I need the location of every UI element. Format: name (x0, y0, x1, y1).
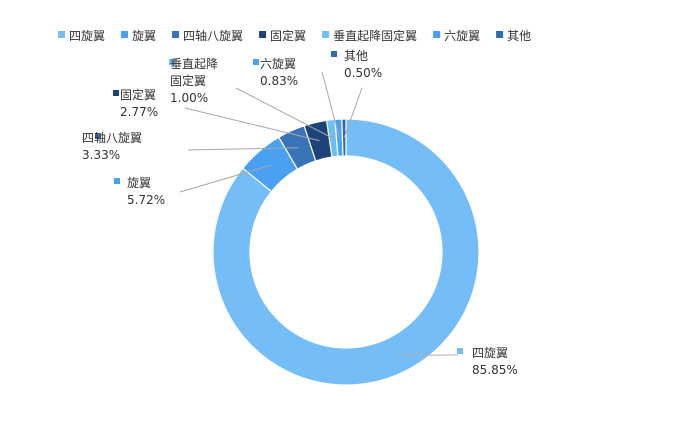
legend-swatch (58, 31, 65, 38)
legend-label: 垂直起降固定翼 (333, 28, 417, 43)
callout-name: 固定翼 (120, 87, 156, 102)
callout-name: 其他 (344, 49, 368, 63)
callout-swatch (331, 51, 337, 57)
callout-0: 四旋翼 85.85% (395, 346, 518, 377)
legend-label: 旋翼 (132, 29, 156, 43)
legend-label: 固定翼 (270, 28, 306, 43)
legend-item-6[interactable]: 其他 (496, 29, 531, 43)
callout-1: 旋翼 5.72% (114, 164, 272, 207)
legend-swatch (496, 31, 504, 38)
legend-swatch (172, 31, 180, 38)
leader-line (184, 107, 320, 142)
callout-swatch (457, 348, 463, 354)
legend-label: 其他 (507, 29, 531, 43)
legend-swatch (322, 31, 330, 38)
callout-value: 1.00% (170, 91, 208, 105)
legend-item-5[interactable]: 六旋翼 (433, 29, 480, 43)
callout-6: 其他 0.50% (331, 49, 382, 138)
leader-line (187, 147, 299, 151)
legend-label: 四轴八旋翼 (183, 28, 243, 43)
callout-name: 四轴八旋翼 (82, 130, 142, 145)
callout-value: 0.83% (260, 74, 298, 88)
donut-slice-0[interactable] (212, 118, 480, 386)
legend-item-0[interactable]: 四旋翼 (58, 29, 105, 43)
legend-item-3[interactable]: 固定翼 (259, 28, 306, 43)
callout-value: 0.50% (344, 66, 382, 80)
callout-swatch (113, 90, 119, 96)
callout-value: 5.72% (127, 193, 165, 207)
donut-slices (212, 118, 480, 386)
legend-swatch (259, 31, 267, 38)
callout-name: 旋翼 (127, 176, 151, 190)
callout-swatch (95, 133, 101, 139)
legend-label: 六旋翼 (444, 29, 480, 43)
leader-line (321, 71, 340, 138)
callout-2: 四轴八旋翼 3.33% (82, 130, 299, 162)
callout-5: 六旋翼 0.83% (253, 57, 340, 138)
chart-legend: 四旋翼 旋翼 四轴八旋翼 固定翼 垂直起降固定翼 六旋翼 其他 (58, 28, 531, 43)
callout-swatch (169, 59, 175, 65)
legend-swatch (121, 31, 129, 38)
donut-slice-6[interactable] (341, 118, 347, 157)
callout-3: 固定翼 2.77% (113, 87, 320, 142)
leader-line (179, 164, 272, 193)
callout-value: 2.77% (120, 105, 158, 119)
callout-swatch (114, 178, 120, 184)
callout-name: 垂直起降 (170, 57, 218, 71)
callout-value: 3.33% (82, 148, 120, 162)
callout-4: 垂直起降固定翼 1.00% (169, 57, 334, 139)
leader-line (235, 87, 334, 139)
callout-swatch (253, 59, 259, 65)
leader-line (343, 87, 363, 138)
legend-item-4[interactable]: 垂直起降固定翼 (322, 28, 417, 43)
legend-item-1[interactable]: 旋翼 (121, 29, 156, 43)
slice-callouts: 四旋翼 85.85% 旋翼 5.72% 四轴八旋翼 3.33% 固定翼 2.77% 垂直起降固定… (82, 49, 518, 377)
legend-item-2[interactable]: 四轴八旋翼 (172, 28, 243, 43)
callout-name: 四旋翼 (472, 346, 508, 360)
legend-label: 四旋翼 (69, 29, 105, 43)
legend-swatch (433, 31, 441, 38)
callout-name: 固定翼 (170, 73, 206, 88)
callout-value: 85.85% (472, 363, 518, 377)
callout-name: 六旋翼 (260, 57, 296, 71)
